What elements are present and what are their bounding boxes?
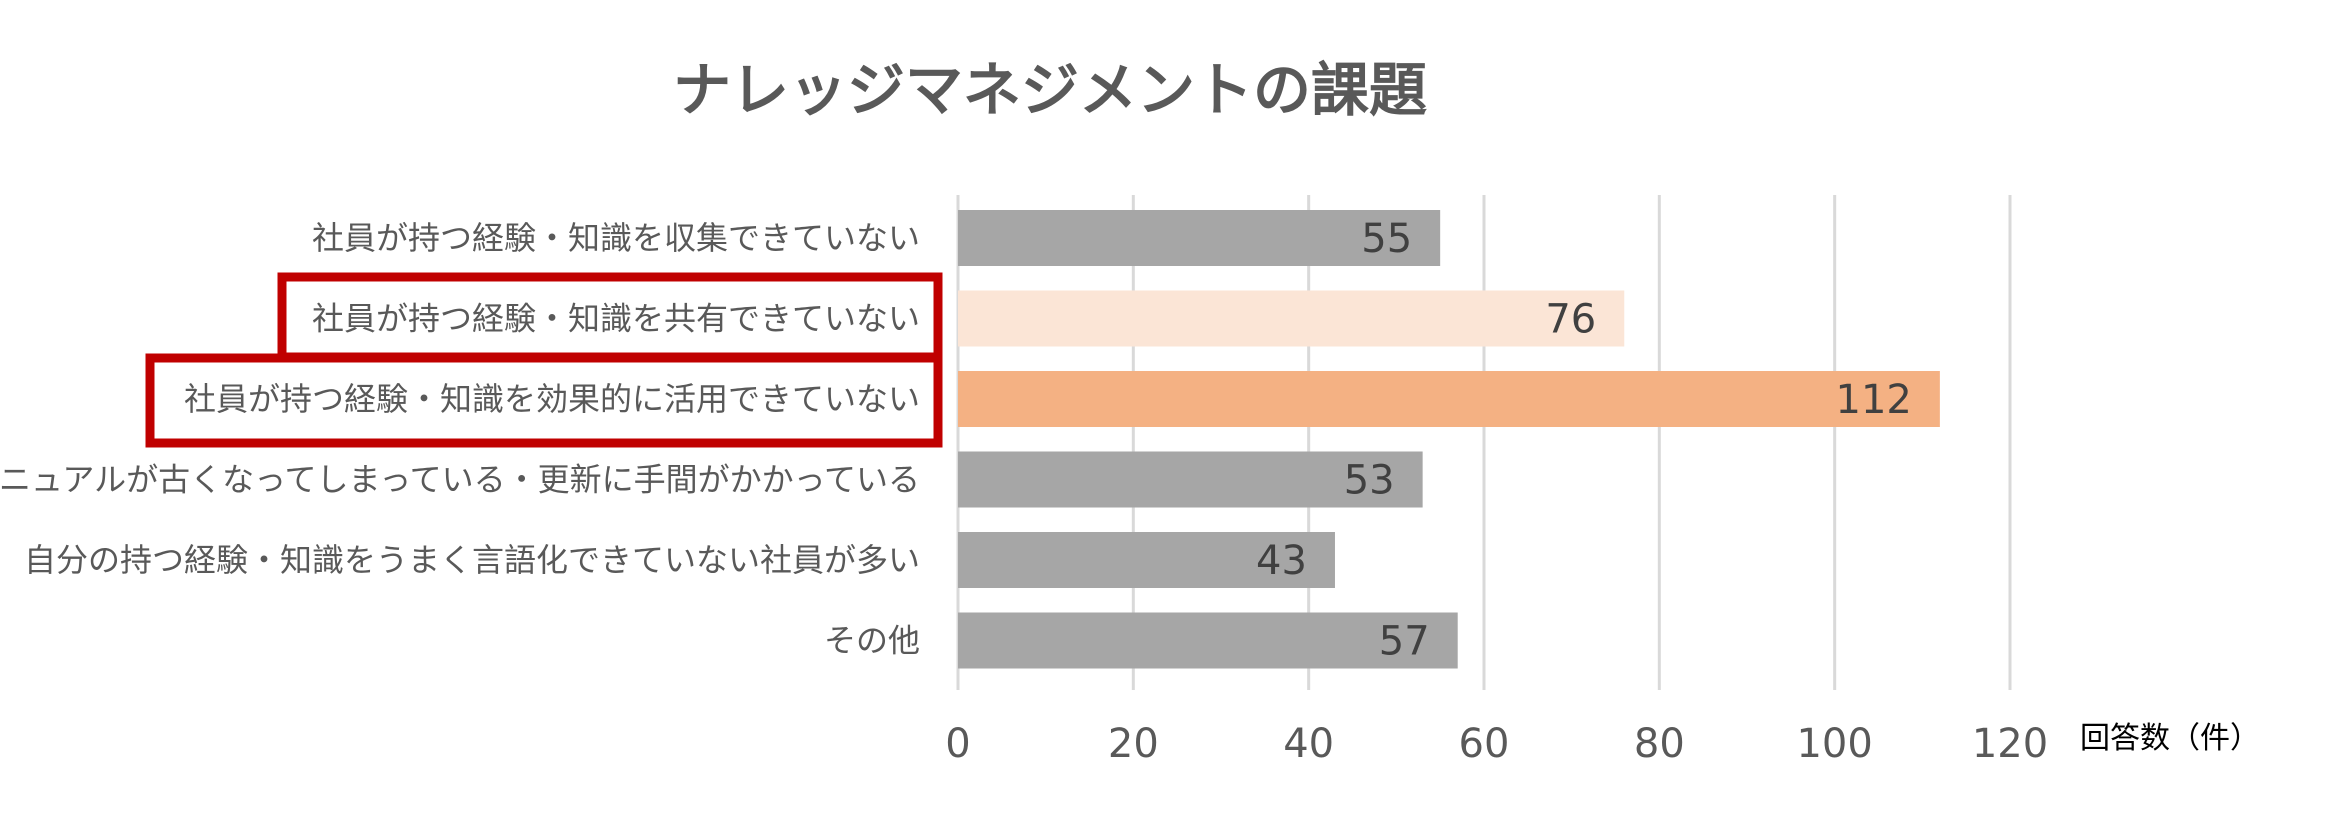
bar-value-label: 112 [1836,377,1912,423]
x-tick-label: 40 [1283,721,1334,767]
x-tick-label: 0 [945,721,970,767]
chart-title: ナレッジマネジメントの課題 [673,56,1427,124]
bar-value-label: 43 [1256,538,1307,584]
category-label: その他 [824,622,920,660]
category-label: マニュアルが古くなってしまっている・更新に手間がかかっている [0,461,920,499]
bar-value-label: 55 [1361,216,1412,262]
category-label: 社員が持つ経験・知識を共有できていない [312,300,920,338]
bar [958,290,1625,347]
bar [958,371,1940,427]
bar [958,612,1458,669]
x-tick-label: 100 [1796,721,1872,767]
category-labels: 社員が持つ経験・知識を収集できていない社員が持つ経験・知識を共有できていない社員… [0,219,920,660]
category-label: 社員が持つ経験・知識を効果的に活用できていない [184,380,920,418]
category-label: 自分の持つ経験・知識をうまく言語化できていない社員が多い [24,541,920,579]
bar-value-label: 53 [1344,458,1395,504]
x-tick-label: 80 [1634,721,1685,767]
x-tick-label: 60 [1459,721,1510,767]
bar [958,451,1423,508]
bars: 55 76 112 53 43 57 [958,210,1940,669]
gridlines [956,195,2012,690]
x-tick-label: 20 [1108,721,1159,767]
x-tick-label: 120 [1972,721,2048,767]
category-label: 社員が持つ経験・知識を収集できていない [312,219,920,257]
bar [958,532,1335,588]
highlight-boxes [145,272,943,448]
bar [958,210,1441,266]
highlight-box [145,353,943,448]
x-tick-labels: 0 20 40 60 80 100 120 [945,721,2048,767]
bar-value-label: 57 [1379,619,1430,665]
x-axis-label: 回答数（件） [2080,721,2260,756]
bar-value-label: 76 [1545,297,1596,343]
